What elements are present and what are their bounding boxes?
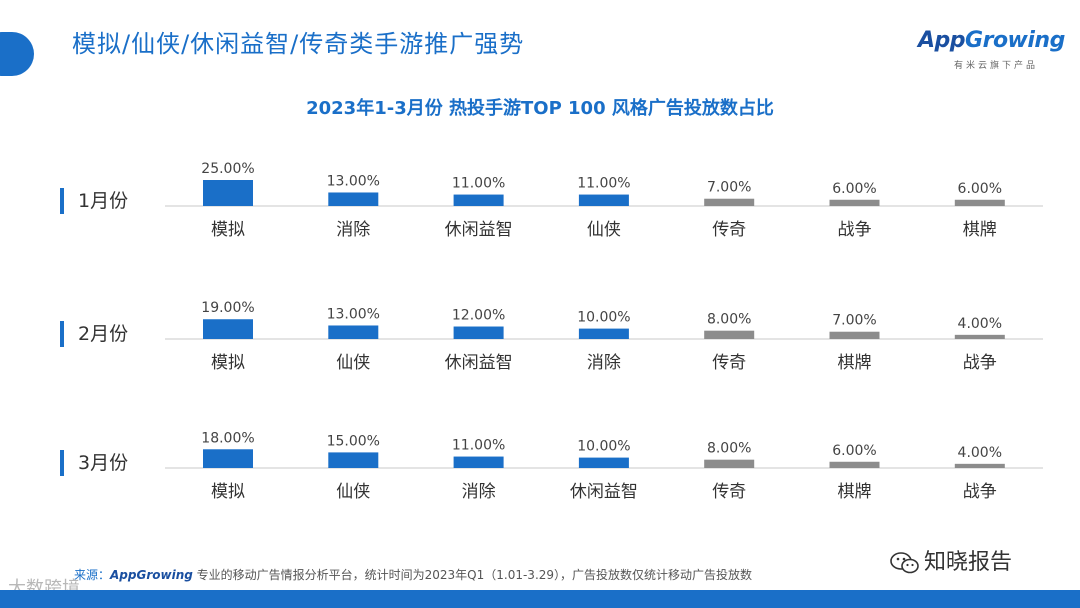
category-label: 消除	[336, 220, 370, 240]
bar	[453, 456, 504, 468]
bar	[328, 192, 379, 206]
data-label: 4.00%	[958, 316, 1002, 332]
bar	[578, 328, 629, 339]
source-text: 专业的移动广告情报分析平台，统计时间为2023年Q1（1.01-3.29），广告…	[192, 568, 753, 582]
data-label: 8.00%	[707, 441, 751, 457]
wechat-watermark: 知晓报告	[890, 544, 1012, 576]
bar	[829, 199, 880, 206]
data-label: 13.00%	[327, 173, 380, 189]
source-label: 来源：	[74, 568, 111, 582]
appgrowing-logo: AppGrowing 有米云旗下产品	[918, 28, 1065, 72]
data-label: 18.00%	[201, 430, 254, 446]
month-label: 1月份	[78, 190, 128, 212]
category-label: 传奇	[712, 220, 746, 240]
logo-word-suffix: Growing	[965, 28, 1065, 53]
category-label: 模拟	[211, 353, 245, 373]
data-label: 6.00%	[832, 443, 876, 459]
month-marker	[60, 188, 64, 214]
month-label: 2月份	[78, 323, 128, 345]
bar	[203, 180, 253, 206]
category-label: 传奇	[712, 353, 746, 373]
category-label: 战争	[838, 220, 872, 240]
bar	[578, 194, 629, 206]
category-label: 传奇	[712, 482, 746, 502]
bar	[328, 325, 379, 339]
bar	[704, 330, 755, 339]
category-label: 棋牌	[963, 220, 997, 240]
category-label: 休闲益智	[445, 220, 513, 240]
category-label: 仙侠	[336, 353, 370, 373]
data-label: 6.00%	[832, 181, 876, 197]
bottom-bar	[0, 590, 1080, 608]
left-accent-tab	[0, 32, 34, 76]
data-label: 15.00%	[327, 433, 380, 449]
data-label: 11.00%	[452, 176, 505, 192]
bar	[203, 319, 253, 339]
page-title: 模拟/仙侠/休闲益智/传奇类手游推广强势	[72, 30, 525, 58]
category-label: 战争	[963, 482, 997, 502]
source-brand: AppGrowing	[110, 568, 193, 582]
data-label: 13.00%	[327, 306, 380, 322]
wechat-icon	[890, 552, 919, 574]
wechat-watermark-text: 知晓报告	[924, 550, 1013, 575]
logo-word-prefix: App	[918, 28, 966, 53]
data-label: 11.00%	[452, 438, 505, 454]
category-label: 棋牌	[838, 353, 872, 373]
bar	[704, 198, 755, 206]
category-label: 棋牌	[838, 482, 872, 502]
month-marker	[60, 450, 64, 476]
bar	[954, 199, 1005, 206]
bar	[453, 194, 504, 206]
category-label: 仙侠	[336, 482, 370, 502]
source-note: 来源：AppGrowing 专业的移动广告情报分析平台，统计时间为2023年Q1…	[74, 566, 752, 583]
bar	[829, 461, 880, 468]
month-marker	[60, 321, 64, 347]
category-label: 仙侠	[587, 220, 621, 240]
bar	[453, 326, 504, 339]
bar	[829, 331, 880, 339]
bar	[954, 334, 1005, 339]
logo-tagline: 有米云旗下产品	[953, 61, 1038, 71]
bar	[578, 457, 629, 468]
data-label: 10.00%	[577, 310, 630, 326]
month-label: 3月份	[78, 452, 128, 474]
data-label: 11.00%	[577, 176, 630, 192]
category-label: 休闲益智	[570, 482, 638, 502]
data-label: 10.00%	[577, 439, 630, 455]
bar	[954, 463, 1005, 468]
category-label: 休闲益智	[445, 353, 513, 373]
bar	[704, 459, 755, 468]
category-label: 模拟	[211, 482, 245, 502]
category-label: 消除	[462, 482, 496, 502]
data-label: 8.00%	[707, 312, 751, 328]
data-label: 6.00%	[958, 181, 1002, 197]
logo-wordmark: AppGrowing	[918, 28, 1065, 53]
chart-title: 2023年1-3月份 热投手游TOP 100 风格广告投放数占比	[306, 98, 774, 119]
data-label: 4.00%	[958, 445, 1002, 461]
data-label: 19.00%	[201, 300, 254, 316]
category-label: 战争	[963, 353, 997, 373]
category-label: 模拟	[211, 220, 245, 240]
category-label: 消除	[587, 353, 621, 373]
data-label: 7.00%	[707, 180, 751, 196]
bar	[328, 452, 379, 468]
data-label: 12.00%	[452, 308, 505, 324]
data-label: 7.00%	[832, 313, 876, 329]
data-label: 25.00%	[201, 161, 254, 177]
bar	[203, 449, 253, 468]
